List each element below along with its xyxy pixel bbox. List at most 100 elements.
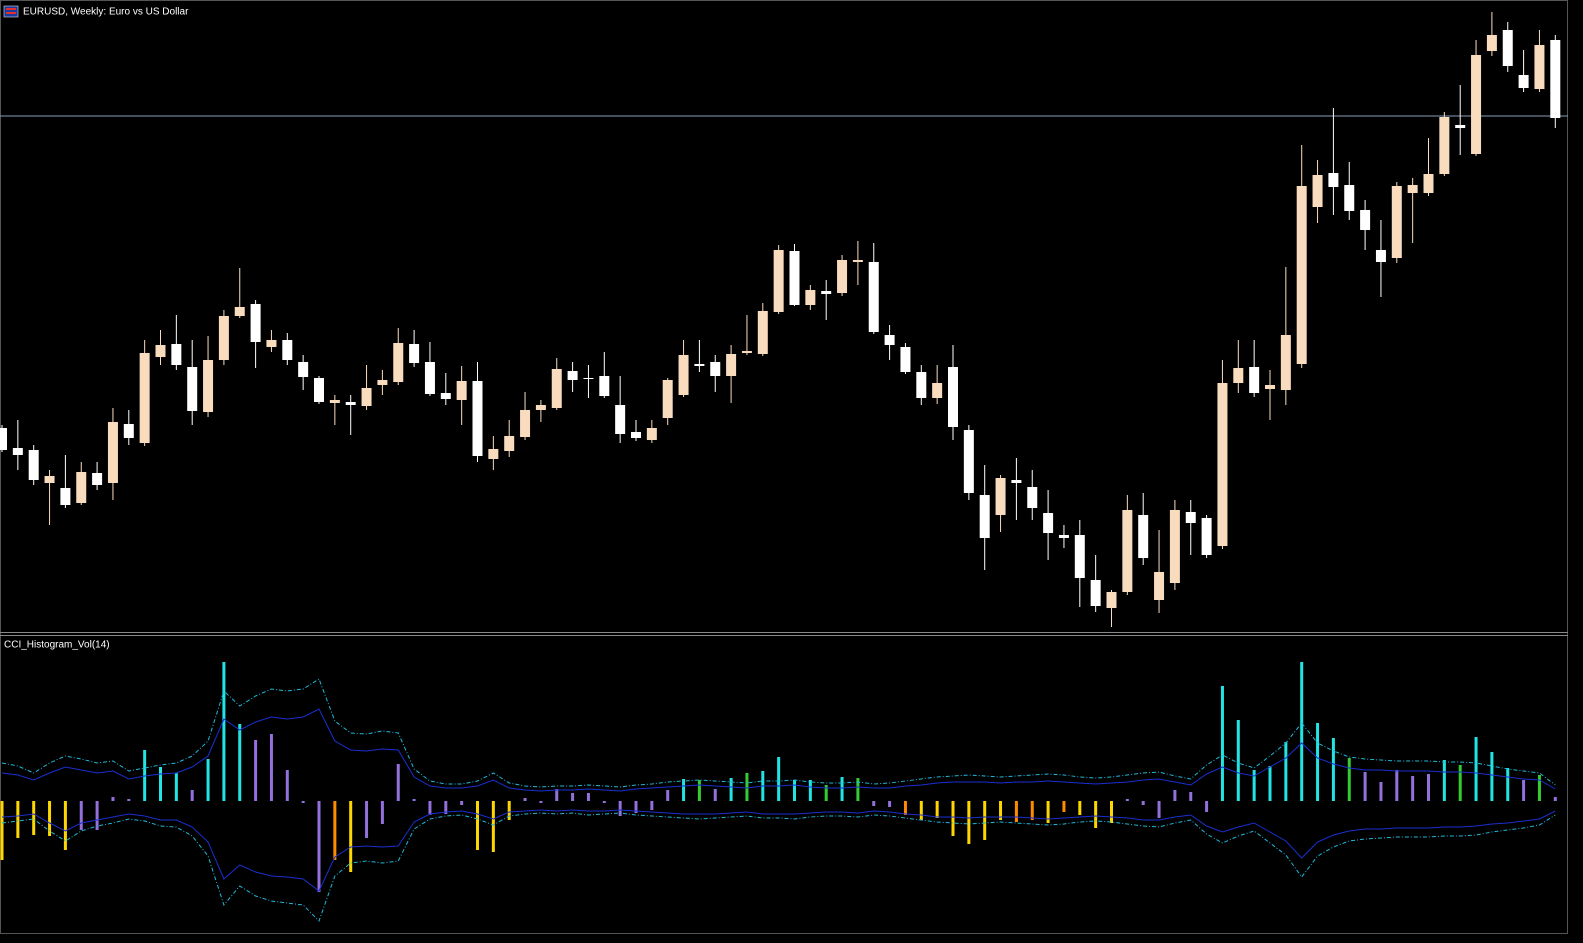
chart-title: EURUSD, Weekly: Euro vs US Dollar — [23, 7, 189, 18]
band-line — [1, 812, 1556, 922]
candle-body — [805, 290, 816, 305]
histogram-bar — [903, 801, 907, 815]
histogram-bar — [793, 780, 796, 801]
candle-body — [1502, 30, 1513, 66]
histogram-bar — [967, 801, 971, 844]
histogram-bar — [808, 780, 812, 801]
candle-body — [1375, 250, 1386, 262]
candle-body — [583, 378, 594, 379]
candle-body — [662, 380, 673, 418]
histogram-bar — [507, 801, 511, 820]
histogram-bar — [1395, 770, 1399, 801]
histogram-bar — [1157, 801, 1161, 818]
candle-body — [1360, 210, 1371, 230]
histogram-bar — [1506, 768, 1510, 801]
candle-body — [551, 369, 562, 408]
histogram-bar — [254, 740, 258, 801]
icon-stripe — [6, 8, 16, 10]
histogram-bar — [1347, 758, 1351, 801]
histogram-bar — [666, 790, 670, 801]
histogram-bar — [301, 801, 305, 803]
histogram-bar — [1316, 723, 1320, 801]
histogram-bar — [1442, 760, 1446, 801]
histogram-bar — [63, 801, 67, 850]
candle-body — [488, 449, 499, 459]
candle-body — [393, 343, 404, 382]
candle-body — [504, 436, 515, 451]
histogram-bar — [1458, 765, 1462, 801]
band-line — [1, 708, 1556, 792]
histogram-bar — [1094, 801, 1098, 828]
candle-body — [60, 488, 71, 505]
candle-body — [456, 381, 467, 400]
candle-body — [28, 450, 39, 480]
candle-body — [472, 381, 483, 456]
histogram-bar — [333, 801, 337, 860]
candle-body — [0, 428, 7, 450]
histogram-bar — [1300, 662, 1304, 801]
candle-body — [1423, 174, 1434, 193]
histogram-bar — [1078, 801, 1082, 815]
histogram-bar — [539, 801, 543, 803]
histogram-bar — [238, 724, 242, 801]
histogram-bar — [1141, 801, 1145, 805]
histogram-bar — [888, 801, 892, 807]
histogram-bar — [269, 734, 273, 801]
price-pane — [0, 12, 1568, 627]
candle-body — [1201, 518, 1212, 555]
histogram-bar — [729, 778, 733, 801]
histogram-bar — [1252, 770, 1256, 801]
candle-body — [646, 428, 657, 440]
candle-body — [440, 393, 451, 399]
histogram-bar — [428, 801, 432, 815]
candle-body — [535, 405, 546, 410]
histogram-bar — [1553, 797, 1557, 801]
icon-box — [3, 5, 19, 18]
candle-body — [726, 354, 737, 376]
histogram-bar — [285, 770, 289, 801]
candle-body — [789, 251, 800, 305]
histogram-bar — [1236, 720, 1240, 801]
candle-body — [900, 347, 911, 372]
candle-body — [1344, 185, 1355, 211]
candle-body — [599, 376, 610, 396]
histogram-bar — [476, 801, 479, 850]
candle-body — [12, 448, 23, 455]
candle-body — [678, 355, 689, 395]
histogram-bar — [1110, 801, 1113, 823]
histogram-bar — [48, 801, 52, 836]
indicator-pane — [0, 662, 1557, 922]
histogram-bar — [697, 780, 701, 801]
candle-body — [694, 364, 705, 366]
histogram-bar — [95, 801, 99, 830]
candle-body — [631, 432, 641, 438]
candle-body — [979, 495, 990, 538]
histogram-bar — [0, 801, 4, 860]
candle-body — [932, 383, 943, 398]
candle-body — [884, 335, 895, 345]
histogram-bar — [460, 801, 464, 805]
histogram-bar — [872, 801, 876, 806]
candle-body — [757, 311, 768, 354]
candle-body — [1217, 383, 1228, 546]
histogram-bar — [1537, 775, 1541, 801]
histogram-bar — [777, 757, 781, 801]
histogram-bar — [1522, 780, 1526, 801]
histogram-bar — [602, 801, 606, 803]
candle-body — [377, 380, 388, 385]
symbol-icon — [3, 5, 19, 18]
candle-body — [139, 353, 150, 443]
histogram-bar — [111, 797, 115, 801]
candle-body — [1043, 513, 1054, 533]
histogram-bar — [32, 801, 36, 835]
candle-body — [773, 250, 784, 312]
candle-body — [1407, 185, 1418, 193]
candle-body — [266, 340, 277, 347]
histogram-bar — [1268, 766, 1272, 801]
histogram-bar — [79, 801, 83, 830]
histogram-bar — [1014, 801, 1018, 822]
histogram-bar — [1030, 801, 1034, 820]
icon-stripe — [6, 12, 16, 14]
